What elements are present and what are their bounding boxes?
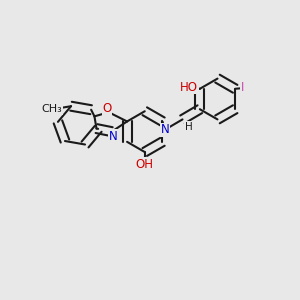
Text: O: O [103, 102, 112, 115]
Text: H: H [184, 122, 192, 132]
Text: N: N [161, 123, 170, 136]
Text: N: N [109, 130, 118, 142]
Text: HO: HO [180, 81, 198, 94]
Text: CH₃: CH₃ [41, 104, 62, 114]
Text: I: I [241, 81, 244, 94]
Text: OH: OH [136, 158, 154, 171]
